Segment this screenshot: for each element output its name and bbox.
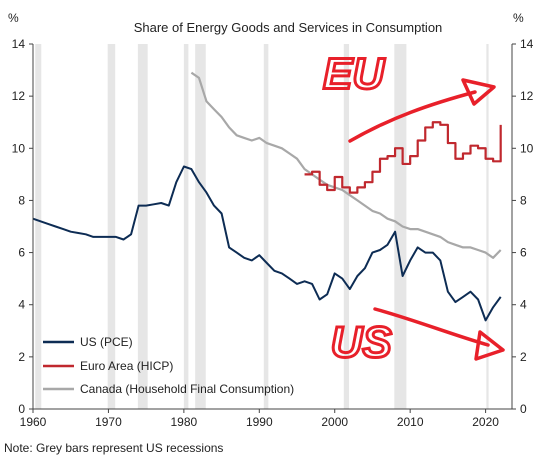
x-tick-label: 1970 [95, 415, 122, 429]
y-tick-label-right: 12 [520, 89, 534, 103]
x-tick-label: 1980 [171, 415, 198, 429]
y-tick-label-right: 6 [520, 246, 527, 260]
y-tick-label-left: 8 [18, 193, 25, 207]
axes: 0 0 2 2 4 4 6 6 8 8 10 10 12 12 14 14 1960 1970 1980 1990 20… [12, 37, 534, 429]
footnote: Note: Grey bars represent US recessions [4, 441, 224, 455]
x-tick-label: 2000 [321, 415, 348, 429]
x-tick-label: 2020 [472, 415, 499, 429]
y-tick-label-left: 14 [12, 37, 26, 51]
handwritten-annotations: EU US [322, 48, 505, 368]
series-line-2 [190, 71, 502, 259]
us-arrow [373, 307, 490, 347]
y-axis-left-unit: % [8, 11, 19, 25]
recession-bar [263, 44, 269, 409]
y-tick-label-right: 8 [520, 193, 527, 207]
recession-bar [195, 44, 206, 409]
y-tick-label-left: 10 [12, 141, 26, 155]
y-tick-label-left: 6 [18, 246, 25, 260]
series-line-1 [304, 121, 502, 194]
y-tick-label-left: 12 [12, 89, 26, 103]
eu-arrowhead [461, 78, 496, 106]
y-tick-label-left: 2 [18, 350, 25, 364]
eu-arrow [348, 90, 477, 143]
legend-label-0: US (PCE) [80, 335, 133, 349]
y-tick-label-right: 10 [520, 141, 534, 155]
y-tick-label-right: 0 [520, 402, 527, 416]
y-axis-right-unit: % [513, 11, 524, 25]
recession-bar [137, 44, 148, 409]
legend: US (PCE) Euro Area (HICP) Canada (Househol… [43, 335, 294, 396]
recession-bar [35, 44, 42, 409]
legend-label-1: Euro Area (HICP) [80, 359, 173, 373]
recession-bar [183, 44, 189, 409]
x-tick-label: 2010 [397, 415, 424, 429]
recession-bar [343, 44, 350, 409]
legend-label-2: Canada (Household Final Consumption) [80, 382, 294, 396]
y-tick-label-right: 14 [520, 37, 534, 51]
annotation-eu: EU [323, 49, 385, 98]
y-tick-label-right: 4 [520, 298, 527, 312]
x-tick-label: 1960 [20, 415, 47, 429]
us-arrowhead [474, 330, 505, 361]
chart-title: Share of Energy Goods and Services in Co… [134, 20, 443, 35]
recession-bar [107, 44, 116, 409]
x-tick-label: 1990 [246, 415, 273, 429]
recession-bar [486, 44, 489, 409]
series-line-0 [32, 165, 502, 322]
series-lines [32, 71, 502, 322]
annotation-us: US [331, 318, 392, 367]
y-tick-label-right: 2 [520, 350, 527, 364]
y-tick-label-left: 4 [18, 298, 25, 312]
y-tick-label-left: 0 [18, 402, 25, 416]
recession-bars [35, 44, 489, 409]
